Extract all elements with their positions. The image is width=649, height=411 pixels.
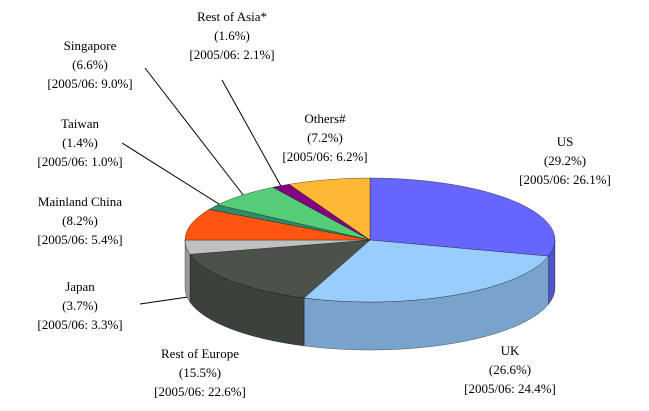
prior-label: [2005/06: 3.3%] bbox=[37, 317, 122, 332]
value-label: (8.2%) bbox=[62, 213, 98, 228]
slice bbox=[369, 177, 556, 257]
leader-line bbox=[139, 296, 189, 305]
value-label: (7.2%) bbox=[307, 130, 343, 145]
slice-label: Japan bbox=[65, 279, 95, 294]
slice-label: US bbox=[557, 134, 574, 149]
leader-line bbox=[221, 79, 283, 189]
leader-line bbox=[144, 67, 245, 197]
value-label: (3.7%) bbox=[62, 298, 98, 313]
value-label: (29.2%) bbox=[544, 153, 586, 168]
slice bbox=[189, 239, 371, 299]
value-label: (1.4%) bbox=[62, 135, 98, 150]
slice-label: Mainland China bbox=[38, 194, 122, 209]
slice bbox=[288, 177, 371, 241]
slice-label: Rest of Asia* bbox=[197, 9, 267, 24]
slice-label: Others# bbox=[304, 111, 346, 126]
pie bbox=[184, 177, 556, 351]
prior-label: [2005/06: 1.0%] bbox=[37, 154, 122, 169]
prior-label: [2005/06: 22.6%] bbox=[154, 384, 246, 399]
prior-label: [2005/06: 26.1%] bbox=[519, 172, 611, 187]
leader-line bbox=[121, 142, 231, 212]
prior-label: [2005/06: 5.4%] bbox=[37, 232, 122, 247]
slice-label: Taiwan bbox=[61, 116, 100, 131]
prior-label: [2005/06: 2.1%] bbox=[189, 47, 274, 62]
leader-lines bbox=[121, 67, 283, 305]
prior-label: [2005/06: 24.4%] bbox=[464, 381, 556, 396]
slice-label: Rest of Europe bbox=[161, 346, 239, 361]
slice-label: UK bbox=[501, 343, 520, 358]
value-label: (26.6%) bbox=[489, 362, 531, 377]
slice bbox=[184, 209, 371, 241]
value-label: (6.6%) bbox=[72, 57, 108, 72]
value-label: (15.5%) bbox=[179, 365, 221, 380]
prior-label: [2005/06: 6.2%] bbox=[282, 149, 367, 164]
value-label: (1.6%) bbox=[214, 28, 250, 43]
slice-label: Singapore bbox=[64, 38, 117, 53]
prior-label: [2005/06: 9.0%] bbox=[47, 76, 132, 91]
slice bbox=[303, 239, 549, 303]
